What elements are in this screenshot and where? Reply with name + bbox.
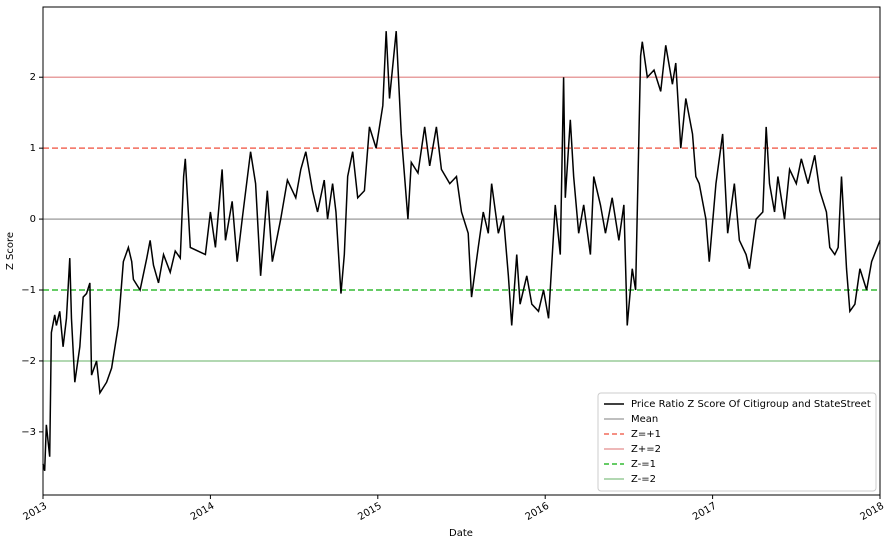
y-tick-label: 0 bbox=[30, 214, 36, 225]
x-tick-label: 2014 bbox=[189, 501, 217, 523]
y-tick-label: 2 bbox=[30, 72, 36, 83]
y-tick-label: −3 bbox=[21, 427, 36, 438]
x-tick-label: 2016 bbox=[524, 501, 552, 523]
y-axis-label: Z Score bbox=[5, 232, 16, 270]
plot-frame bbox=[42, 6, 881, 496]
x-axis-label: Date bbox=[449, 528, 473, 539]
legend-label: Z+=2 bbox=[631, 444, 661, 455]
legend-label: Z=+1 bbox=[631, 429, 661, 440]
x-tick-label: 2017 bbox=[691, 501, 719, 523]
y-tick-label: 1 bbox=[30, 143, 36, 154]
y-tick-label: −1 bbox=[21, 285, 36, 296]
legend-label: Z-=2 bbox=[631, 474, 656, 485]
x-tick-label: 2015 bbox=[356, 501, 384, 523]
legend-label: Price Ratio Z Score Of Citigroup and Sta… bbox=[631, 399, 871, 410]
legend-box bbox=[597, 392, 877, 492]
x-tick-label: 2018 bbox=[858, 501, 886, 523]
legend-label: Z-=1 bbox=[631, 459, 656, 470]
x-tick-label: 2013 bbox=[21, 501, 49, 523]
data-line bbox=[42, 31, 881, 472]
legend-label: Mean bbox=[631, 414, 658, 425]
y-tick-label: −2 bbox=[21, 356, 36, 367]
